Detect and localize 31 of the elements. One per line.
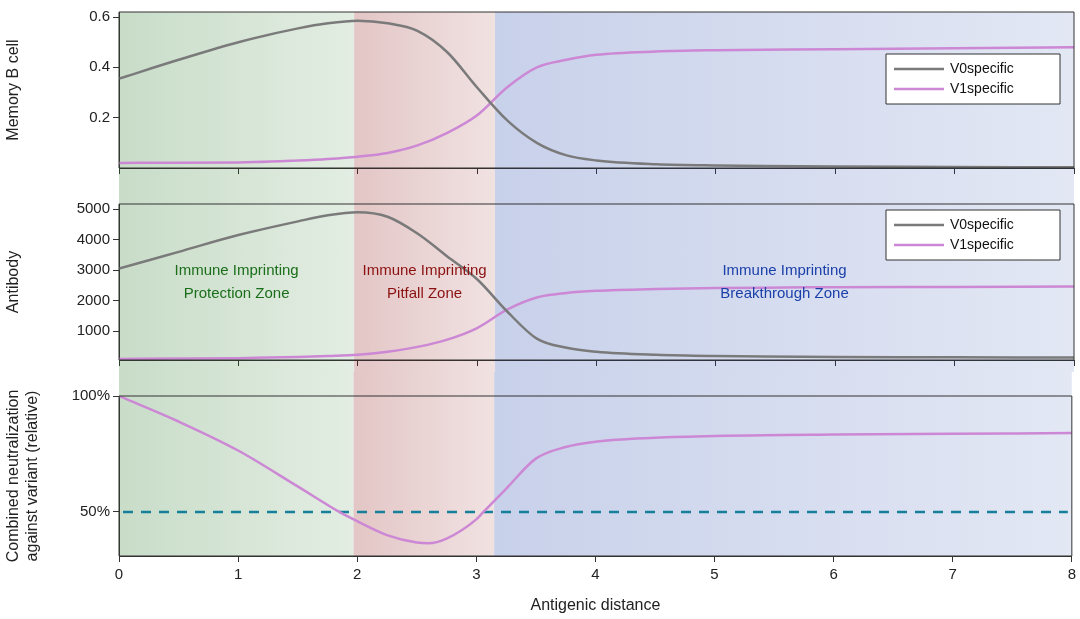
x-tick-label: 3 — [472, 565, 481, 583]
x-tick-label: 1 — [233, 565, 243, 583]
y-tick-label: 100% — [71, 386, 110, 404]
x-tick-label: 5 — [710, 565, 719, 583]
y-tick-label: 0.4 — [89, 57, 110, 75]
x-tick-label: 7 — [948, 565, 957, 583]
y-tick-label: 0.6 — [89, 7, 110, 25]
y-axis-title: Memory B cell — [4, 39, 22, 141]
y-tick-label: 1000 — [76, 321, 110, 339]
y-tick-label: 3000 — [76, 260, 110, 278]
x-tick-label: 8 — [1067, 565, 1076, 583]
x-tick-label: 6 — [829, 565, 838, 583]
x-tick-label: 4 — [591, 565, 600, 583]
legend-label: V1specific — [950, 235, 1014, 252]
y-tick-label: 0.2 — [89, 107, 110, 125]
band-label: Immune Imprinting Breakthrough Zone — [720, 261, 849, 302]
y-axis-title: Combined neutralization against variant (relative) — [4, 389, 41, 563]
line-series — [119, 396, 1072, 545]
y-tick-label: 50% — [79, 502, 110, 520]
legend-label: V0specific — [950, 59, 1014, 76]
legend-label: V1specific — [950, 79, 1014, 96]
x-tick-label: 2 — [353, 565, 362, 583]
line-series — [119, 45, 1074, 165]
band-label: Immune Imprinting Protection Zone — [174, 261, 299, 302]
y-tick-label: 5000 — [76, 199, 110, 217]
legend-label: V0specific — [950, 215, 1014, 232]
y-tick-label: 4000 — [76, 229, 110, 247]
x-axis-title: Antigenic distance — [530, 595, 661, 613]
y-tick-label: 2000 — [76, 290, 110, 308]
y-axis-title: Antibody — [4, 250, 22, 314]
x-tick-label: 0 — [114, 565, 124, 583]
